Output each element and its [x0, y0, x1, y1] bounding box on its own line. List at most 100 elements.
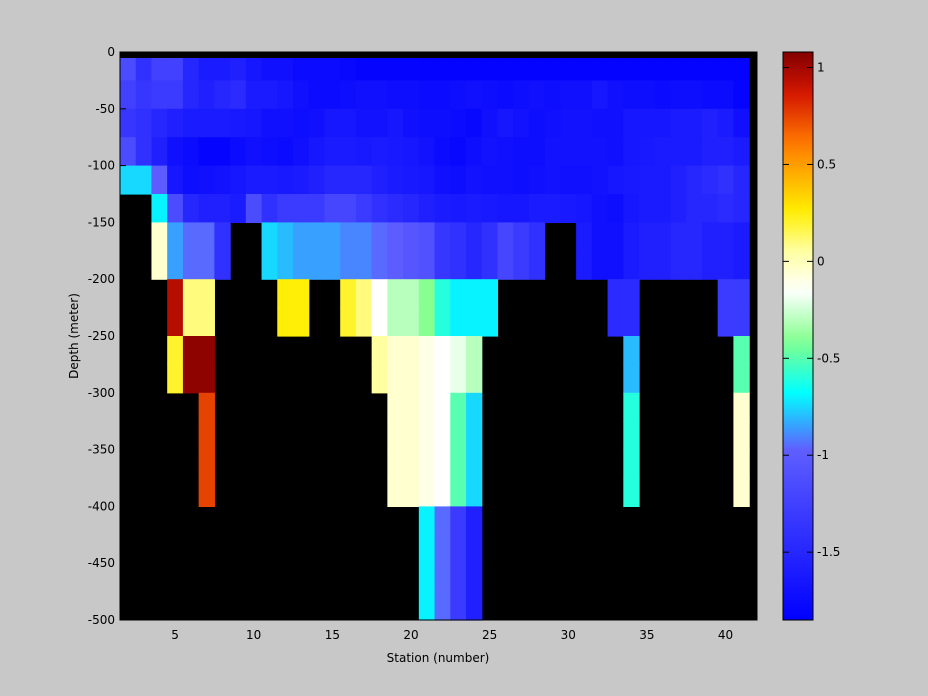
heatmap-cell — [686, 58, 703, 81]
x-tick-label: 15 — [325, 628, 340, 642]
y-tick-label: -50 — [95, 102, 115, 116]
heatmap-cell — [591, 250, 609, 280]
x-tick-label: 30 — [561, 628, 576, 642]
heatmap-cell — [450, 478, 467, 507]
heatmap-cell — [293, 250, 310, 280]
heatmap-cell — [340, 80, 357, 110]
heatmap-cell — [418, 279, 436, 309]
heatmap-cell — [403, 80, 420, 110]
heatmap-cell — [214, 80, 231, 110]
x-axis-label: Station (number) — [387, 651, 490, 665]
heatmap-cell — [591, 194, 609, 223]
heatmap-cell — [261, 80, 278, 110]
heatmap-cell — [167, 80, 184, 110]
heatmap-cell — [623, 392, 640, 422]
heatmap-cell — [450, 506, 467, 536]
heatmap-cell — [450, 222, 467, 252]
heatmap-cell — [371, 279, 388, 309]
heatmap-cell — [182, 222, 200, 252]
heatmap-cell — [544, 108, 561, 138]
heatmap-cell — [701, 58, 719, 81]
heatmap-cell — [198, 478, 215, 507]
colorbar-tick-label: 1 — [817, 61, 825, 75]
y-tick-label: -250 — [88, 329, 115, 343]
heatmap-cell — [182, 307, 200, 337]
heatmap-cell — [293, 307, 310, 337]
heatmap-cell — [324, 222, 341, 252]
y-tick-label: -200 — [88, 272, 115, 286]
heatmap-cell — [450, 591, 467, 621]
heatmap-cell — [293, 80, 310, 110]
heatmap-cell — [355, 194, 373, 223]
x-tick-label: 40 — [718, 628, 733, 642]
x-tick-label: 5 — [171, 628, 179, 642]
heatmap-cell — [466, 165, 483, 195]
heatmap-cell — [418, 250, 436, 280]
heatmap-cell — [481, 108, 499, 138]
heatmap-cell — [623, 165, 640, 195]
heatmap-cell — [544, 137, 561, 167]
heatmap-cell — [167, 194, 184, 223]
heatmap-cell — [623, 279, 640, 309]
heatmap-cell — [355, 250, 373, 280]
heatmap-cell — [387, 307, 404, 337]
heatmap-cell — [214, 222, 231, 252]
heatmap-cell — [434, 165, 451, 195]
heatmap-cell — [544, 80, 561, 110]
heatmap-cell — [135, 108, 153, 138]
heatmap-cell — [151, 194, 168, 223]
heatmap-cell — [497, 58, 514, 81]
heatmap-cell — [403, 108, 420, 138]
heatmap-cell — [403, 250, 420, 280]
heatmap-cell — [371, 108, 388, 138]
heatmap-cell — [308, 58, 326, 81]
heatmap-cell — [308, 137, 326, 167]
heatmap-cell — [701, 108, 719, 138]
heatmap-cell — [466, 80, 483, 110]
heatmap-cell — [701, 137, 719, 167]
heatmap-cell — [151, 137, 168, 167]
heatmap-cell — [528, 137, 546, 167]
heatmap-cell — [371, 222, 388, 252]
heatmap-cell — [340, 279, 357, 309]
heatmap-cell — [513, 137, 530, 167]
heatmap-cell — [340, 108, 357, 138]
heatmap-cell — [513, 250, 530, 280]
heatmap-cell — [466, 534, 483, 564]
heatmap-cell — [340, 165, 357, 195]
heatmap-cell — [418, 336, 436, 365]
heatmap-cell — [497, 137, 514, 167]
heatmap-cell — [293, 58, 310, 81]
colorbar-tick-label: -1.5 — [817, 545, 840, 559]
heatmap-cell — [701, 165, 719, 195]
heatmap-cell — [293, 194, 310, 223]
heatmap-cell — [607, 108, 624, 138]
heatmap-cell — [182, 80, 200, 110]
heatmap-cell — [607, 194, 624, 223]
heatmap-cell — [623, 364, 640, 394]
heatmap-cell — [450, 563, 467, 593]
heatmap-cell — [371, 80, 388, 110]
heatmap-cell — [277, 58, 294, 81]
heatmap-cell — [670, 80, 687, 110]
heatmap-cell — [434, 478, 451, 507]
heatmap-cell — [733, 336, 750, 365]
heatmap-cell — [167, 336, 184, 365]
heatmap-cell — [481, 80, 499, 110]
heatmap-cell — [481, 250, 499, 280]
heatmap-cell — [293, 137, 310, 167]
heatmap-cell — [466, 506, 483, 536]
heatmap-cell — [513, 165, 530, 195]
heatmap-cell — [355, 222, 373, 252]
heatmap-cell — [686, 165, 703, 195]
heatmap-cell — [623, 80, 640, 110]
heatmap-cell — [497, 80, 514, 110]
heatmap-cell — [324, 80, 341, 110]
colorbar-tick-label: -1 — [817, 448, 829, 462]
heatmap-cell — [434, 194, 451, 223]
heatmap-cell — [466, 108, 483, 138]
heatmap-cell — [497, 194, 514, 223]
heatmap-cell — [576, 250, 593, 280]
heatmap-cell — [607, 80, 624, 110]
